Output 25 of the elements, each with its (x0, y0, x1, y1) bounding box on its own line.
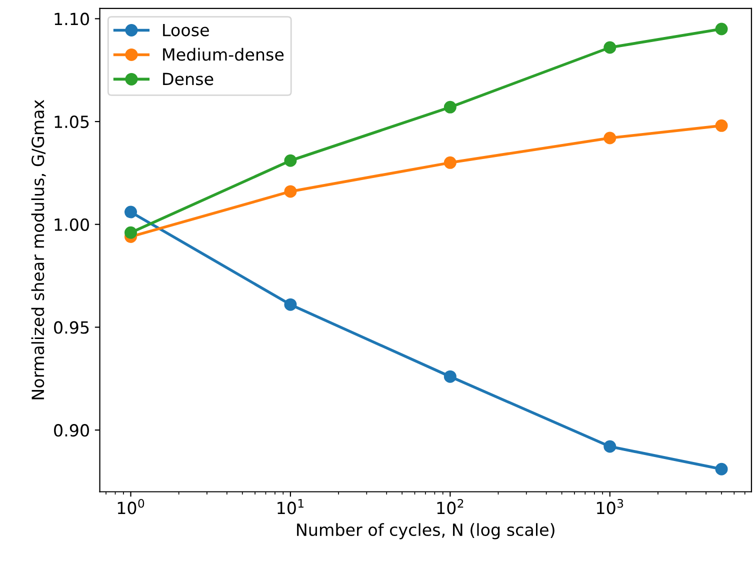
point (444, 100, 456, 114)
point (604, 132, 616, 144)
x-tick-label: 10$^{1}$ (278, 499, 304, 514)
point (604, 440, 616, 453)
point (124, 226, 137, 239)
y-tick-label: 1.10 (54, 12, 89, 26)
point (604, 41, 616, 54)
point (284, 154, 297, 167)
x-tick-label: 10$^{3}$ (597, 498, 624, 514)
point (444, 156, 456, 169)
x-tick-label: 10$^{2}$ (437, 498, 464, 514)
legend-label: Dense (163, 72, 214, 86)
point (284, 298, 297, 311)
x-tick-label: 10$^{0}$ (118, 498, 144, 514)
y-tick-label: 1.00 (54, 218, 89, 231)
point (444, 370, 456, 383)
legend-label: Loose (163, 24, 209, 36)
y-axis-title: Normalized shear modulus, G/Gmax (31, 100, 46, 400)
x-axis-title: Number of cycles, N (log scale) (297, 523, 554, 540)
y-tick-label: 0.95 (54, 321, 89, 334)
y-tick-label: 1.05 (54, 116, 89, 128)
point (124, 206, 137, 218)
point (284, 185, 297, 198)
legend-label: Medium-dense (163, 48, 284, 61)
y-tick-label: 0.90 (54, 424, 89, 437)
